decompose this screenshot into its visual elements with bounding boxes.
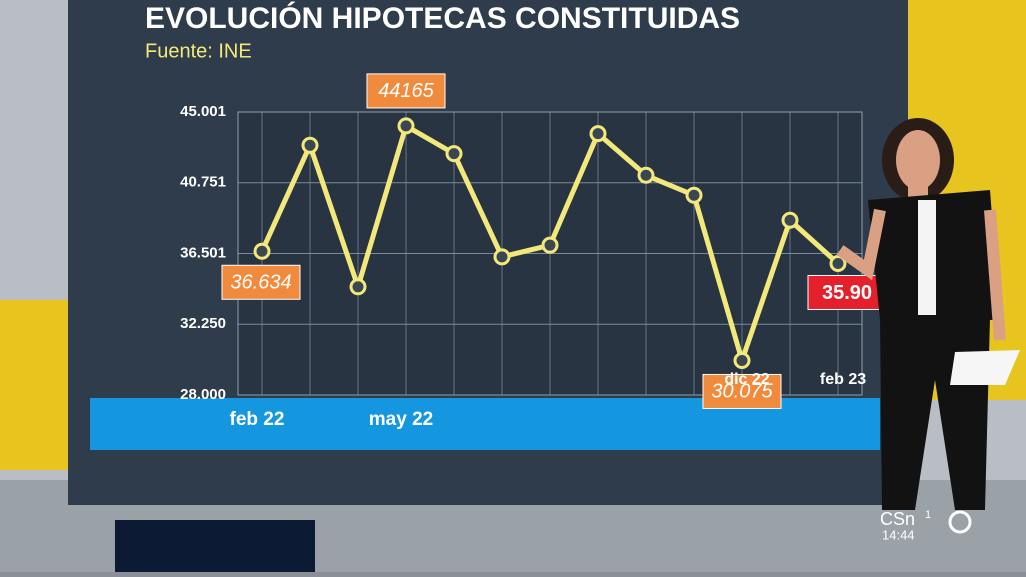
plot: 28.000 32.250 36.501 40.751 45.001 36.634 4416… bbox=[180, 73, 887, 430]
data-point bbox=[397, 117, 415, 135]
data-point bbox=[349, 278, 367, 296]
floor-screen bbox=[115, 520, 315, 572]
data-point bbox=[541, 236, 559, 254]
logo: CSn bbox=[880, 509, 915, 529]
data-point bbox=[253, 242, 271, 260]
logo-number: 1 bbox=[925, 509, 931, 521]
value-label-box bbox=[221, 264, 301, 300]
value-label: 44165 bbox=[378, 80, 434, 102]
data-point bbox=[685, 186, 703, 204]
data-point bbox=[781, 211, 799, 229]
data-point bbox=[829, 254, 847, 272]
chart-subtitle: Fuente: INE bbox=[145, 40, 252, 62]
data-point bbox=[733, 351, 751, 369]
x-tick-label: may 22 bbox=[369, 409, 433, 430]
data-point bbox=[637, 166, 655, 184]
clock: 14:44 bbox=[882, 527, 915, 542]
y-tick-label: 32.250 bbox=[180, 315, 226, 332]
value-label-box bbox=[702, 373, 782, 409]
channel-logo: CSn 1 14:44 bbox=[880, 509, 972, 542]
y-tick-label: 40.751 bbox=[180, 174, 226, 191]
data-point bbox=[493, 248, 511, 266]
presenter bbox=[836, 118, 1020, 510]
value-label-box bbox=[366, 73, 446, 109]
y-tick-label: 36.501 bbox=[180, 244, 226, 261]
y-tick-label: 28.000 bbox=[180, 386, 226, 403]
data-point bbox=[301, 136, 319, 154]
value-label: 36.634 bbox=[230, 272, 291, 294]
chart-title: EVOLUCIÓN HIPOTECAS CONSTITUIDAS bbox=[145, 1, 740, 35]
value-label: 35.90 bbox=[822, 282, 872, 304]
y-tick-label: 45.001 bbox=[180, 103, 226, 120]
value-label-box bbox=[807, 274, 887, 310]
x-tick-label: feb 22 bbox=[230, 409, 285, 430]
data-point bbox=[589, 125, 607, 143]
x-tick-label: dic 22 bbox=[724, 371, 769, 388]
value-label: 30.075 bbox=[711, 381, 773, 403]
x-tick-label: feb 23 bbox=[820, 371, 866, 388]
data-point bbox=[445, 145, 463, 163]
